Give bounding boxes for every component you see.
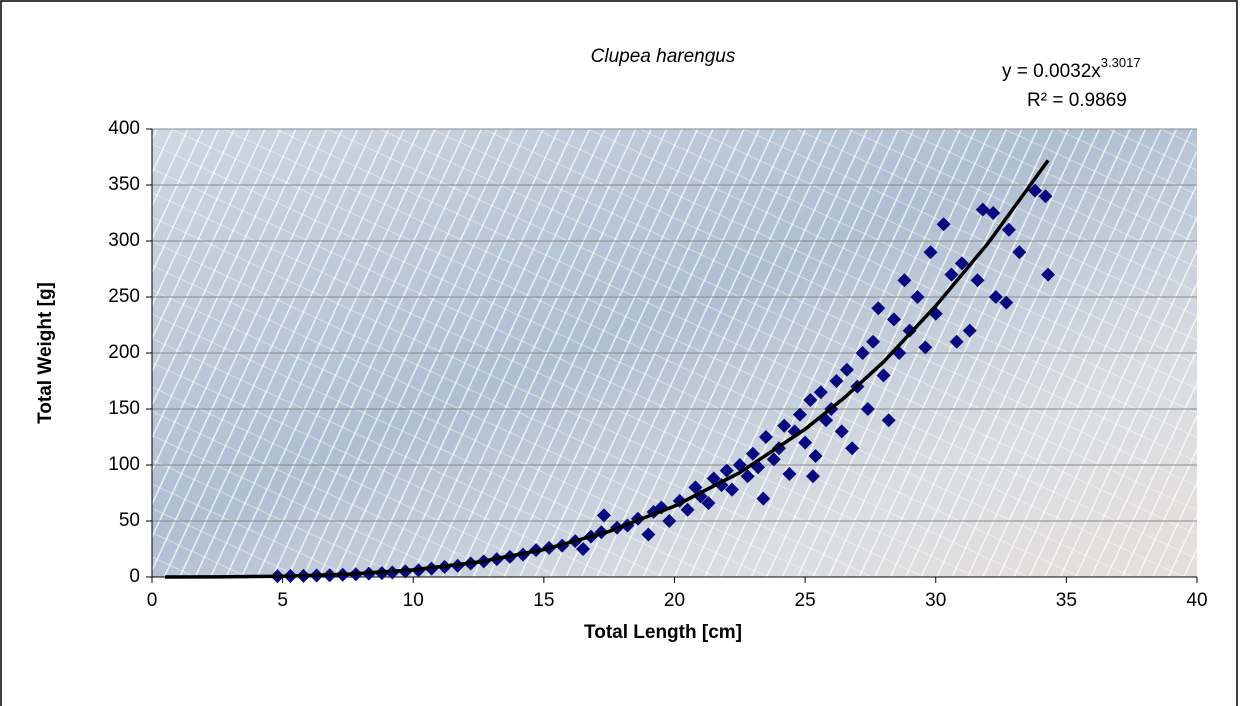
data-point xyxy=(886,312,901,327)
data-point xyxy=(688,480,703,495)
x-tick-label: 40 xyxy=(1186,590,1207,611)
data-point xyxy=(740,469,755,484)
data-point xyxy=(944,267,959,282)
data-point xyxy=(701,496,716,511)
data-point xyxy=(902,323,917,338)
data-point xyxy=(881,413,896,428)
data-point xyxy=(813,385,828,400)
data-point xyxy=(988,290,1003,304)
chart-title: Clupea harengus xyxy=(591,46,736,67)
data-point xyxy=(1012,245,1027,260)
y-tick-label: 100 xyxy=(108,454,140,475)
x-tick-label: 25 xyxy=(795,590,816,611)
data-point xyxy=(866,334,881,349)
data-point xyxy=(756,491,771,506)
data-point xyxy=(808,449,823,464)
data-point xyxy=(792,407,807,422)
data-point xyxy=(918,340,933,355)
data-point xyxy=(923,245,938,260)
y-tick-label: 0 xyxy=(129,566,140,587)
y-tick-label: 250 xyxy=(108,286,140,307)
data-point xyxy=(662,514,677,528)
equation-exponent: 3.3017 xyxy=(1101,55,1141,70)
x-tick-label: 30 xyxy=(925,590,946,611)
x-tick-label: 35 xyxy=(1056,590,1077,611)
data-point xyxy=(719,463,734,478)
trend-line xyxy=(165,159,1050,579)
data-point xyxy=(596,508,611,523)
data-point xyxy=(855,346,870,360)
data-point xyxy=(680,502,695,517)
data-point xyxy=(897,273,912,288)
data-point xyxy=(829,374,844,388)
data-point xyxy=(576,542,591,556)
data-point xyxy=(876,368,891,383)
data-point xyxy=(798,435,813,450)
y-tick-label: 300 xyxy=(108,230,140,251)
x-tick-label: 10 xyxy=(403,590,424,611)
data-point xyxy=(871,301,886,316)
data-point xyxy=(1041,267,1056,282)
data-point xyxy=(1001,222,1016,237)
data-point xyxy=(910,290,925,304)
data-point xyxy=(954,256,969,271)
x-tick-label: 0 xyxy=(147,590,158,611)
data-point xyxy=(845,441,860,456)
x-tick-label: 5 xyxy=(277,590,288,611)
data-point xyxy=(999,295,1014,310)
r-squared: R² = 0.9869 xyxy=(1027,90,1127,111)
y-tick-label: 200 xyxy=(108,342,140,363)
y-tick-label: 350 xyxy=(108,174,140,195)
data-point xyxy=(766,452,781,467)
data-point xyxy=(745,446,760,461)
data-point xyxy=(805,469,820,484)
x-axis-label: Total Length [cm] xyxy=(584,622,742,643)
trend-equation: y = 0.0032x3.3017 xyxy=(1002,55,1141,82)
data-point xyxy=(1038,189,1053,204)
data-point xyxy=(975,202,990,217)
data-point xyxy=(758,430,773,444)
data-point xyxy=(777,418,792,433)
y-tick-label: 400 xyxy=(108,118,140,139)
equation-base: y = 0.0032x xyxy=(1002,61,1101,82)
data-point xyxy=(834,424,849,439)
data-point xyxy=(936,217,951,232)
data-point xyxy=(839,362,854,377)
data-point xyxy=(724,482,739,497)
data-point xyxy=(986,206,1001,220)
y-tick-label: 150 xyxy=(108,398,140,419)
x-tick-label: 20 xyxy=(664,590,685,611)
data-point xyxy=(860,402,875,416)
data-point xyxy=(962,323,977,338)
data-point xyxy=(641,527,656,542)
data-point xyxy=(706,471,721,486)
data-point xyxy=(1028,183,1043,198)
data-point xyxy=(970,273,985,288)
data-point xyxy=(949,334,964,349)
y-axis-label: Total Weight [g] xyxy=(35,282,56,424)
data-point xyxy=(803,393,818,408)
x-tick-label: 15 xyxy=(533,590,554,611)
data-point xyxy=(782,466,797,481)
y-tick-label: 50 xyxy=(119,510,140,531)
